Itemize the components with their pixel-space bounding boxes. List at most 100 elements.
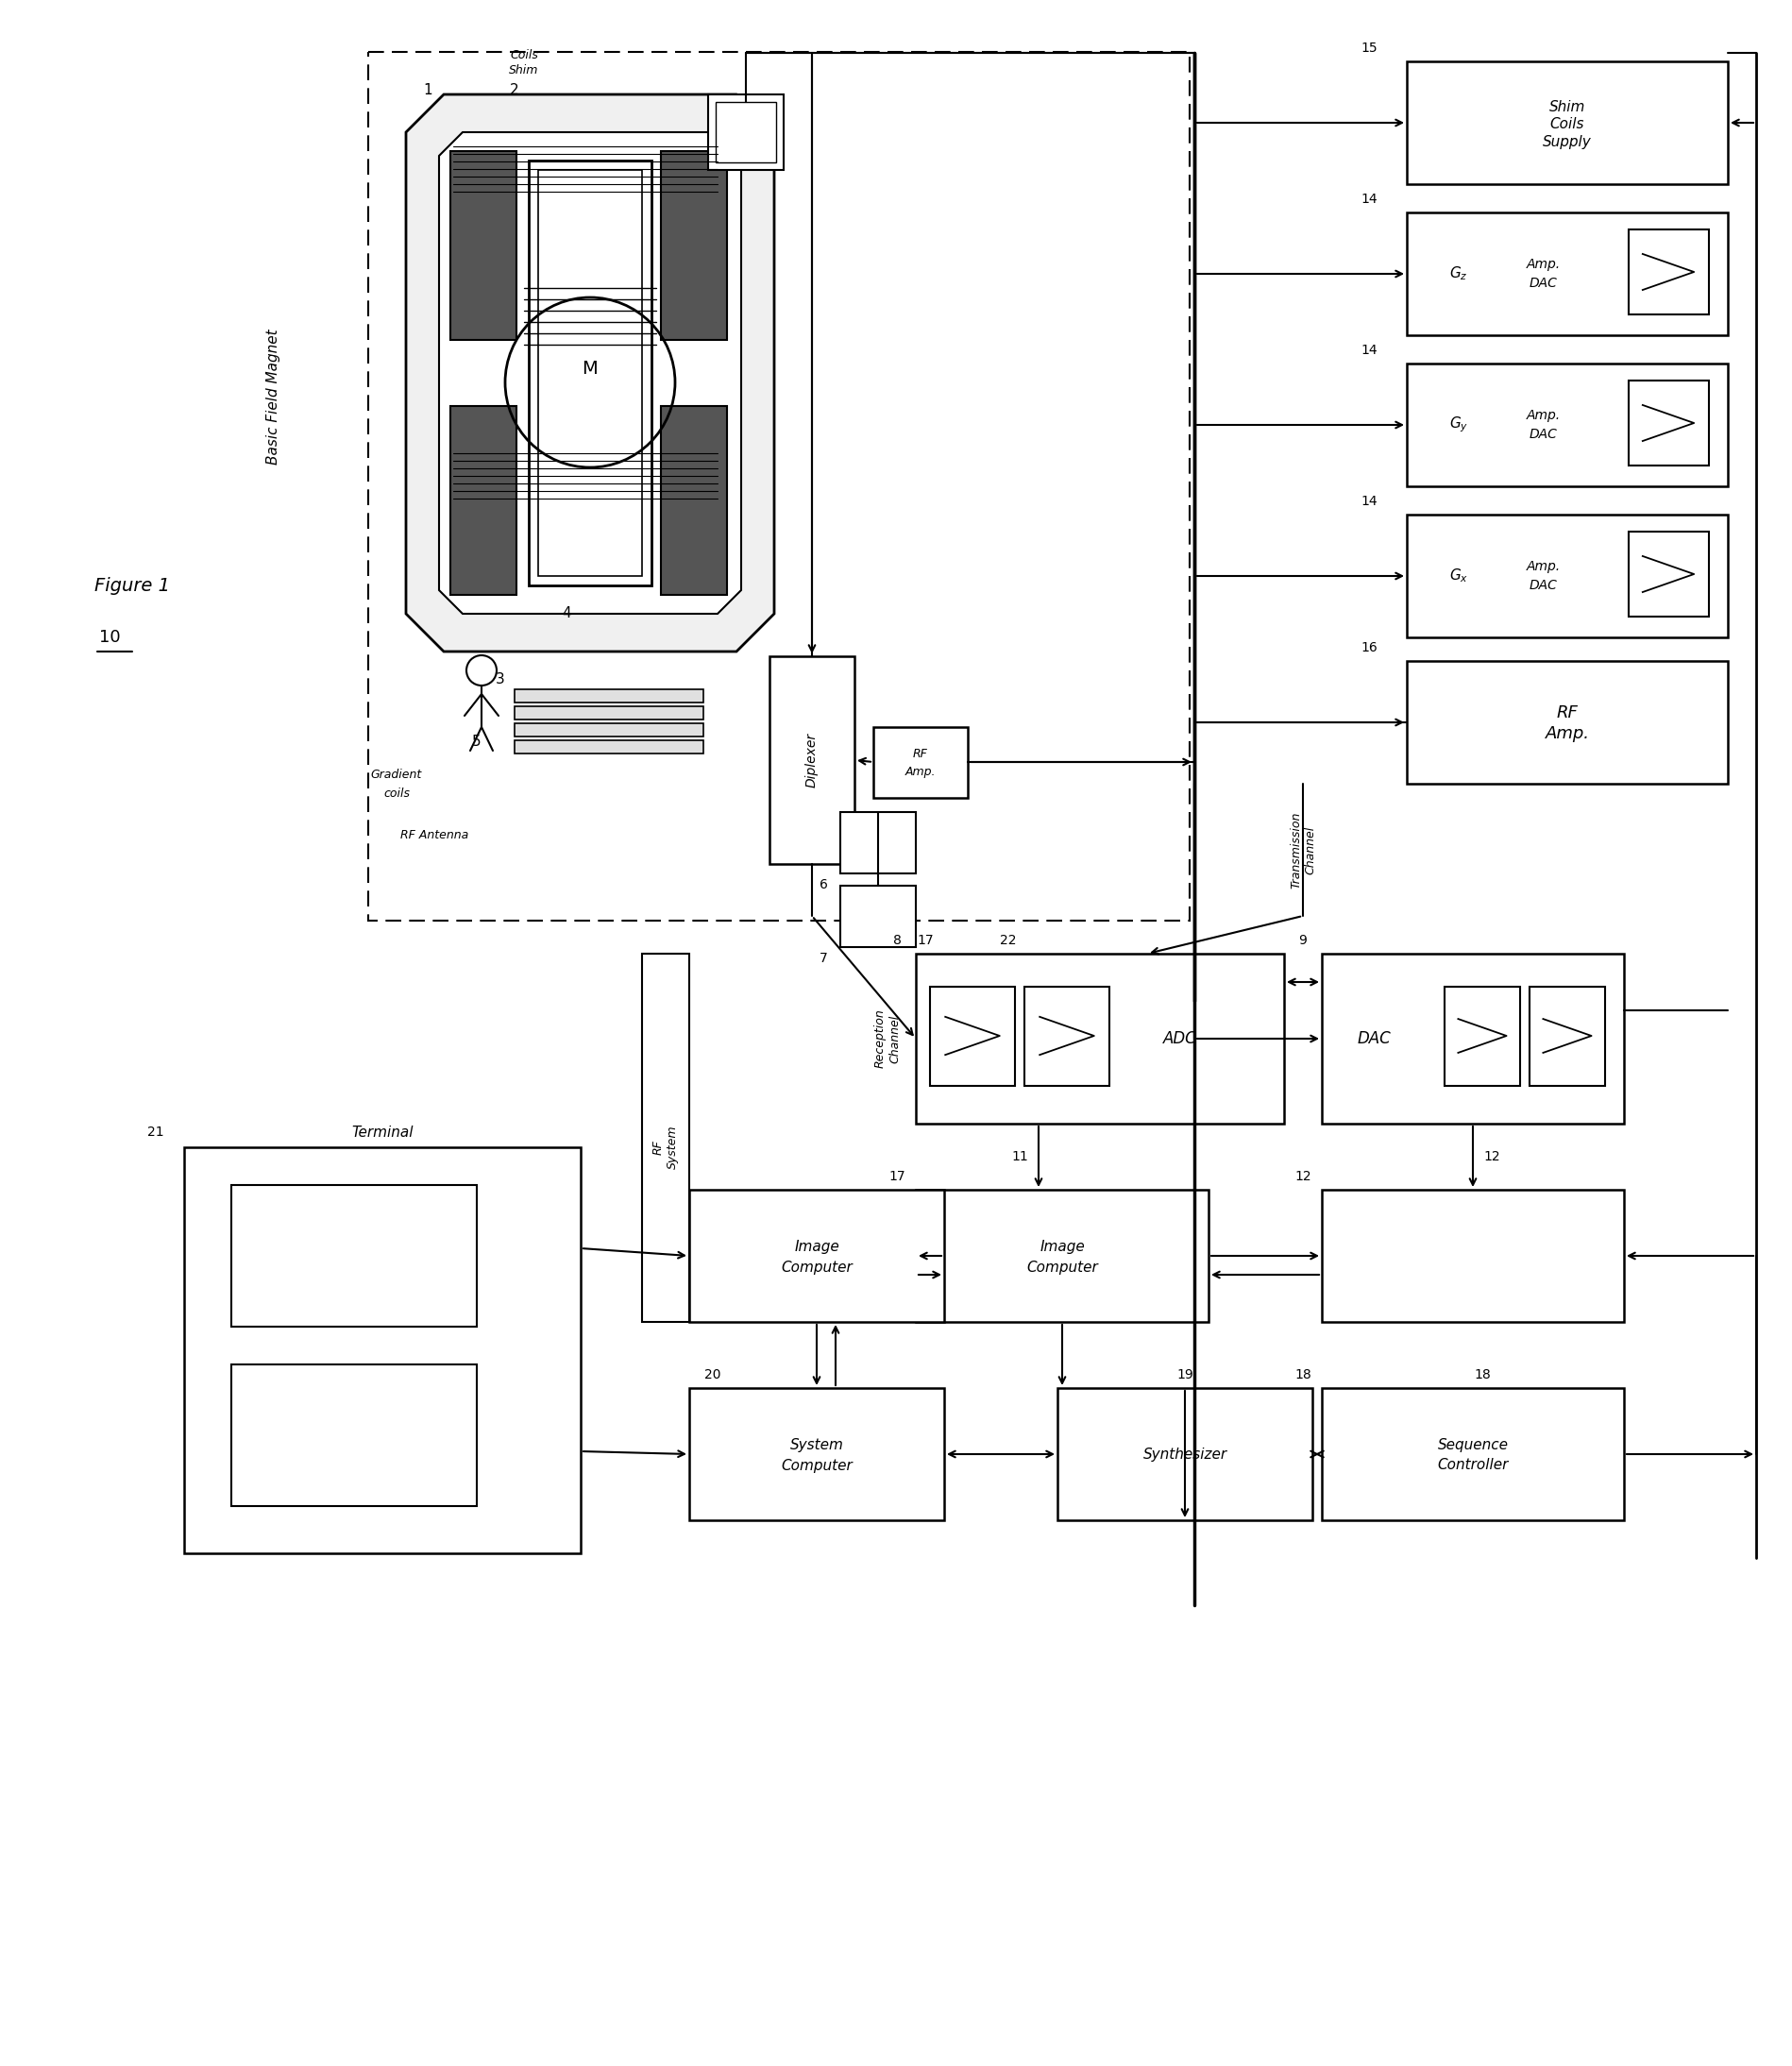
Text: 16: 16 xyxy=(1360,640,1376,655)
Bar xyxy=(1627,380,1708,465)
Bar xyxy=(688,1388,944,1521)
Text: M: M xyxy=(582,359,599,378)
Text: 19: 19 xyxy=(1176,1368,1193,1382)
Bar xyxy=(529,161,650,585)
Text: Terminal: Terminal xyxy=(351,1126,414,1138)
Text: Shim: Shim xyxy=(509,64,539,76)
Text: System: System xyxy=(790,1438,842,1452)
Bar xyxy=(873,727,968,797)
Text: ADC: ADC xyxy=(1163,1031,1197,1047)
Text: Transmission
Channel: Transmission Channel xyxy=(1288,812,1315,888)
Text: Coils: Coils xyxy=(1550,118,1584,132)
Text: 21: 21 xyxy=(147,1126,165,1138)
Bar xyxy=(1407,661,1727,783)
Text: 14: 14 xyxy=(1360,343,1376,357)
Polygon shape xyxy=(405,95,774,651)
Bar xyxy=(450,407,516,595)
Text: Amp.: Amp. xyxy=(1525,409,1559,421)
Text: Computer: Computer xyxy=(781,1260,851,1275)
Text: Figure 1: Figure 1 xyxy=(95,576,170,595)
Text: Computer: Computer xyxy=(1025,1260,1097,1275)
Bar xyxy=(1321,1388,1624,1521)
Text: DAC: DAC xyxy=(1529,277,1557,289)
Text: 17: 17 xyxy=(889,1169,905,1184)
Text: 2: 2 xyxy=(509,83,520,97)
Text: Amp.: Amp. xyxy=(1545,725,1590,742)
Text: Coils: Coils xyxy=(509,50,538,60)
Text: 10: 10 xyxy=(99,628,120,647)
Bar xyxy=(916,954,1283,1124)
Text: $G_x$: $G_x$ xyxy=(1448,568,1468,585)
Text: 22: 22 xyxy=(1000,934,1016,946)
Text: Supply: Supply xyxy=(1543,134,1591,149)
Bar xyxy=(514,690,702,702)
Text: 6: 6 xyxy=(819,878,828,890)
Text: RF
System: RF System xyxy=(652,1126,679,1169)
Bar xyxy=(1023,988,1109,1087)
Text: 4: 4 xyxy=(561,607,570,622)
Text: 14: 14 xyxy=(1360,494,1376,508)
Bar xyxy=(538,169,642,576)
Text: Gradient: Gradient xyxy=(371,769,421,781)
Text: Controller: Controller xyxy=(1437,1459,1507,1473)
Bar xyxy=(769,657,855,864)
Text: Computer: Computer xyxy=(781,1459,851,1473)
Bar xyxy=(916,1190,1208,1322)
Text: Image: Image xyxy=(1039,1240,1084,1254)
Text: Amp.: Amp. xyxy=(1525,258,1559,271)
Text: RF: RF xyxy=(912,748,928,760)
Polygon shape xyxy=(439,132,740,614)
Bar xyxy=(450,151,516,341)
Bar xyxy=(1407,62,1727,184)
Bar xyxy=(688,1190,944,1322)
Bar xyxy=(1627,531,1708,616)
Text: 14: 14 xyxy=(1360,192,1376,207)
Text: Reception
Channel: Reception Channel xyxy=(874,1008,900,1068)
Bar xyxy=(930,988,1014,1087)
Text: Image: Image xyxy=(794,1240,839,1254)
Bar xyxy=(840,886,916,946)
Text: DAC: DAC xyxy=(1357,1031,1391,1047)
Bar xyxy=(514,723,702,735)
Bar xyxy=(1057,1388,1312,1521)
Bar xyxy=(1407,364,1727,486)
Bar xyxy=(231,1364,477,1506)
Text: 17: 17 xyxy=(916,934,934,946)
Text: Sequence: Sequence xyxy=(1437,1438,1507,1452)
Text: 9: 9 xyxy=(1297,934,1306,946)
Text: Synthesizer: Synthesizer xyxy=(1142,1446,1226,1461)
Text: 15: 15 xyxy=(1360,41,1376,56)
Bar xyxy=(661,407,726,595)
Bar xyxy=(514,707,702,719)
Bar xyxy=(1407,514,1727,638)
Text: 7: 7 xyxy=(819,952,826,965)
Bar xyxy=(514,740,702,754)
Text: 12: 12 xyxy=(1294,1169,1310,1184)
Text: 8: 8 xyxy=(892,934,901,946)
Bar xyxy=(708,95,783,169)
Text: $G_y$: $G_y$ xyxy=(1448,415,1468,434)
Text: Basic Field Magnet: Basic Field Magnet xyxy=(267,328,281,465)
Bar xyxy=(185,1147,581,1554)
Text: 3: 3 xyxy=(496,674,505,686)
Text: RF: RF xyxy=(1555,705,1577,721)
Text: Diplexer: Diplexer xyxy=(805,733,819,787)
Text: 18: 18 xyxy=(1473,1368,1489,1382)
Bar xyxy=(661,151,726,341)
Bar xyxy=(840,812,916,874)
Text: 18: 18 xyxy=(1294,1368,1310,1382)
Text: DAC: DAC xyxy=(1529,578,1557,593)
Text: Amp.: Amp. xyxy=(905,764,935,777)
Text: coils: coils xyxy=(383,787,410,800)
Text: RF Antenna: RF Antenna xyxy=(400,831,468,841)
Bar xyxy=(231,1186,477,1326)
Text: Shim: Shim xyxy=(1548,101,1584,116)
Text: 11: 11 xyxy=(1011,1151,1027,1163)
Text: 12: 12 xyxy=(1482,1151,1500,1163)
Text: 1: 1 xyxy=(423,83,432,97)
Bar xyxy=(1529,988,1604,1087)
Bar xyxy=(1407,213,1727,335)
Text: 20: 20 xyxy=(704,1368,720,1382)
Text: Amp.: Amp. xyxy=(1525,560,1559,572)
Bar xyxy=(1444,988,1520,1087)
